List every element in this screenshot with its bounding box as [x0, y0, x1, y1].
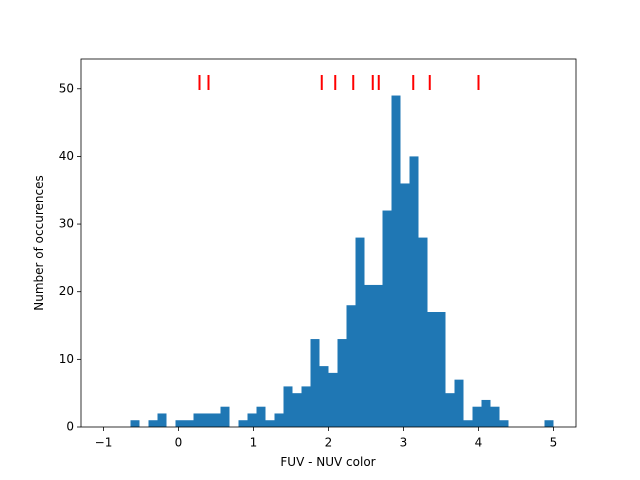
bar	[427, 312, 437, 427]
bar	[319, 366, 329, 427]
bar	[193, 413, 203, 427]
bar	[391, 95, 401, 427]
bar	[301, 386, 311, 427]
bar	[130, 420, 140, 427]
y-tick-label: 50	[59, 81, 74, 95]
bar	[490, 406, 500, 427]
bar	[184, 420, 194, 427]
bar	[148, 420, 158, 427]
bar	[247, 413, 257, 427]
bar	[283, 386, 293, 427]
x-tick-label: 5	[550, 436, 558, 450]
bar	[220, 406, 230, 427]
bar	[337, 339, 347, 427]
bar	[328, 372, 338, 427]
bar	[481, 399, 491, 427]
y-axis-label: Number of occurences	[32, 175, 46, 310]
y-tick-label: 30	[59, 217, 74, 231]
x-tick-label: 0	[175, 436, 183, 450]
y-tick-label: 20	[59, 284, 74, 298]
bar	[157, 413, 167, 427]
y-tick-label: 10	[59, 352, 74, 366]
y-tick-label: 0	[66, 420, 74, 434]
bar	[418, 237, 428, 427]
bar	[499, 420, 509, 427]
bar	[445, 393, 455, 427]
x-tick-label: 3	[400, 436, 408, 450]
bar	[400, 183, 410, 427]
bar	[373, 284, 383, 427]
bar	[310, 339, 320, 427]
bar	[274, 413, 284, 427]
bar	[544, 420, 554, 427]
y-tick-label: 40	[59, 149, 74, 163]
bar	[463, 420, 473, 427]
x-tick-label: 4	[475, 436, 483, 450]
bar	[355, 237, 365, 427]
bar	[472, 406, 482, 427]
bar	[382, 210, 392, 427]
bar	[409, 156, 419, 428]
bar	[256, 406, 266, 427]
x-tick-label: 2	[325, 436, 333, 450]
bar	[292, 393, 302, 427]
x-tick-label: −1	[95, 436, 113, 450]
bar	[346, 305, 356, 427]
bar	[202, 413, 212, 427]
bar	[265, 420, 275, 427]
x-tick-label: 1	[250, 436, 258, 450]
bar	[436, 312, 446, 427]
x-axis-label: FUV - NUV color	[280, 455, 375, 469]
bar	[364, 284, 374, 427]
bar	[175, 420, 185, 427]
bar	[211, 413, 221, 427]
bar	[454, 379, 464, 427]
bar	[238, 420, 248, 427]
